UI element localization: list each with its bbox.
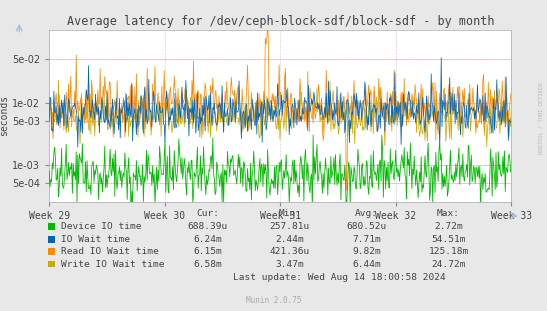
Text: Write IO Wait time: Write IO Wait time: [61, 260, 165, 268]
Text: Device IO time: Device IO time: [61, 222, 142, 231]
Text: 6.44m: 6.44m: [352, 260, 381, 268]
Text: Munin 2.0.75: Munin 2.0.75: [246, 296, 301, 305]
Text: 6.58m: 6.58m: [194, 260, 222, 268]
Text: 2.44m: 2.44m: [276, 235, 304, 244]
Text: Min:: Min:: [278, 209, 301, 218]
Text: 257.81u: 257.81u: [270, 222, 310, 231]
Text: 9.82m: 9.82m: [352, 247, 381, 256]
Text: 54.51m: 54.51m: [431, 235, 466, 244]
Text: 3.47m: 3.47m: [276, 260, 304, 268]
Text: IO Wait time: IO Wait time: [61, 235, 130, 244]
Text: 6.15m: 6.15m: [194, 247, 222, 256]
Text: 7.71m: 7.71m: [352, 235, 381, 244]
Y-axis label: seconds: seconds: [0, 95, 9, 137]
Text: Max:: Max:: [437, 209, 460, 218]
Text: Read IO Wait time: Read IO Wait time: [61, 247, 159, 256]
Text: 24.72m: 24.72m: [431, 260, 466, 268]
Title: Average latency for /dev/ceph-block-sdf/block-sdf - by month: Average latency for /dev/ceph-block-sdf/…: [67, 15, 494, 28]
Text: 125.18m: 125.18m: [428, 247, 469, 256]
Text: Avg:: Avg:: [355, 209, 378, 218]
Text: 421.36u: 421.36u: [270, 247, 310, 256]
Text: Cur:: Cur:: [196, 209, 219, 218]
Text: 6.24m: 6.24m: [194, 235, 222, 244]
Text: 2.72m: 2.72m: [434, 222, 463, 231]
Text: 688.39u: 688.39u: [188, 222, 228, 231]
Text: RRDTOOL / TOBI OETIKER: RRDTOOL / TOBI OETIKER: [538, 82, 543, 154]
Text: Last update: Wed Aug 14 18:00:58 2024: Last update: Wed Aug 14 18:00:58 2024: [233, 273, 445, 282]
Text: 680.52u: 680.52u: [346, 222, 387, 231]
